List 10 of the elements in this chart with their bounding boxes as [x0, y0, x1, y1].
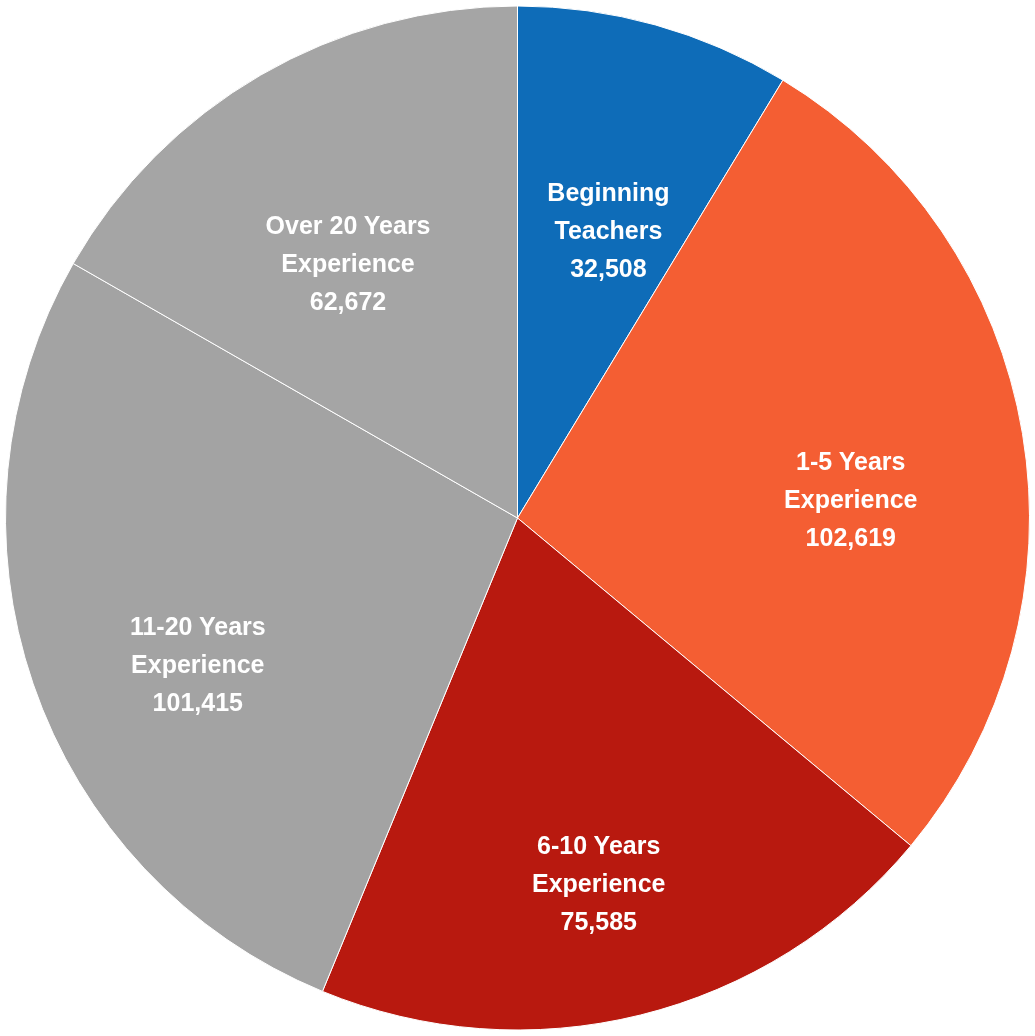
slice-label: Beginning Teachers: [547, 177, 670, 244]
slice-label: 11-20 Years Experience: [129, 612, 266, 679]
slice-label: 6-10 Years Experience: [532, 831, 666, 898]
data-label: 101,415: [152, 688, 244, 717]
data-label: 62,672: [309, 286, 387, 315]
slice-label: Over 20 Years Experience: [265, 210, 431, 277]
data-label: 75,585: [560, 907, 638, 936]
data-label: 32,508: [570, 253, 647, 282]
data-label: 102,619: [805, 523, 896, 552]
slice-label: 1-5 Years Experience: [784, 447, 918, 514]
